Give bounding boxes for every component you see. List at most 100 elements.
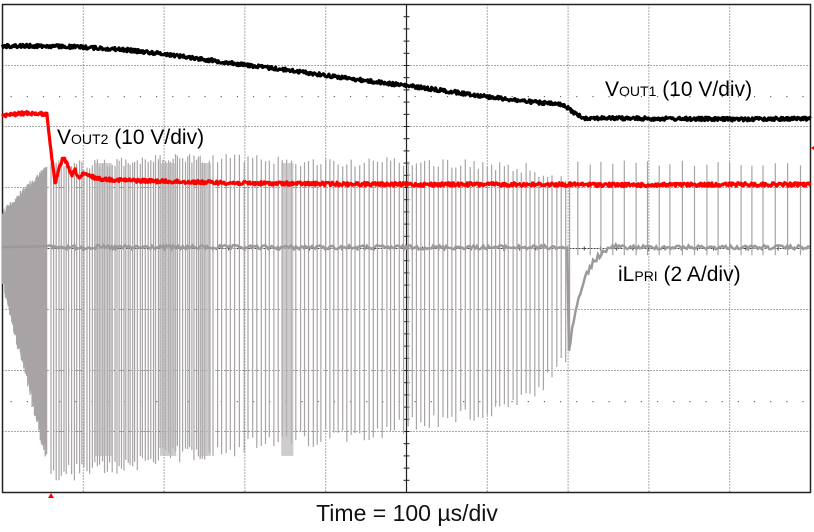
ilpri-trace xyxy=(1,154,810,481)
grid-dot xyxy=(366,96,368,98)
grid-dot xyxy=(770,401,772,403)
grid-dot xyxy=(511,401,513,403)
grid-dot xyxy=(382,401,384,403)
vout2-label-scale: (10 V/div) xyxy=(108,126,205,149)
grid-dot xyxy=(640,96,643,98)
grid-dot xyxy=(349,96,352,98)
grid-dot xyxy=(188,401,190,403)
grid-dot xyxy=(656,401,659,403)
oscilloscope-screen: VOUT1 (10 V/div) VOUT2 (10 V/div) iLPRI … xyxy=(0,3,814,498)
grid-dot xyxy=(123,96,125,98)
grid-dot xyxy=(721,401,723,403)
grid-dot xyxy=(398,96,400,98)
grid-dot xyxy=(139,96,142,98)
grid-dot xyxy=(802,96,804,98)
grid-dot xyxy=(705,96,707,98)
grid-dot xyxy=(543,96,546,98)
grid-dot xyxy=(608,96,610,98)
ilpri-label-main: iL xyxy=(618,263,635,286)
grid-dot xyxy=(26,401,28,403)
grid-dot xyxy=(317,96,319,98)
x-axis-label: Time = 100 µs/div xyxy=(316,500,498,526)
grid-dot xyxy=(624,401,626,403)
grid-dot xyxy=(673,401,675,403)
grid-dot xyxy=(349,401,352,403)
grid-dot xyxy=(479,401,481,403)
vout2-trace xyxy=(1,110,812,189)
grid-dot xyxy=(91,96,93,98)
grid-dot xyxy=(75,96,77,98)
grid-dot xyxy=(59,401,61,403)
grid-dot xyxy=(527,401,529,403)
grid-dot xyxy=(705,401,707,403)
grid-dot xyxy=(285,96,287,98)
trigger-level-marker xyxy=(811,146,814,150)
ilpri-label-sub: PRI xyxy=(634,268,658,284)
grid-dot xyxy=(59,96,61,98)
grid-dot xyxy=(107,96,109,98)
grid-dot xyxy=(592,96,594,98)
grid-dot xyxy=(236,401,239,403)
grid-dot xyxy=(737,401,739,403)
grid-dot xyxy=(802,401,804,403)
vout1-trace xyxy=(0,42,812,123)
grid-dot xyxy=(333,96,335,98)
vout2-label-main: V xyxy=(57,126,72,149)
grid-dot xyxy=(301,96,303,98)
ilpri-label: iLPRI (2 A/div) xyxy=(618,263,741,287)
grid-dot xyxy=(188,96,190,98)
grid-dot xyxy=(624,96,626,98)
grid-dot xyxy=(543,401,546,403)
grid-dot xyxy=(770,96,772,98)
grid-dot xyxy=(463,401,465,403)
grid-dot xyxy=(156,401,158,403)
grid-dot xyxy=(753,401,756,403)
grid-dot xyxy=(414,401,416,403)
grid-dot xyxy=(786,96,788,98)
grid-dot xyxy=(511,96,513,98)
vout1-label-scale: (10 V/div) xyxy=(656,78,753,101)
grid-dot xyxy=(269,96,271,98)
grid-dot xyxy=(172,96,174,98)
grid-dot xyxy=(656,96,659,98)
markers xyxy=(47,146,814,498)
grid-dot xyxy=(366,401,368,403)
trigger-position-marker xyxy=(47,493,54,498)
grid-dot xyxy=(220,96,222,98)
grid-dot xyxy=(204,96,206,98)
grid-dot xyxy=(753,96,756,98)
grid-dot xyxy=(430,401,432,403)
grid-dot xyxy=(414,96,416,98)
grid-dot xyxy=(560,96,562,98)
grid-dot xyxy=(26,96,28,98)
grid-dot xyxy=(10,401,12,403)
grid-dot xyxy=(689,96,691,98)
traces xyxy=(0,42,812,481)
vout2-label: VOUT2 (10 V/div) xyxy=(57,126,204,150)
grid-dot xyxy=(42,96,45,98)
grid-dot xyxy=(463,96,465,98)
grid-dot xyxy=(721,96,723,98)
grid-dot xyxy=(236,96,239,98)
waveform-plot xyxy=(0,3,814,498)
grid-dot xyxy=(430,96,432,98)
vout2-label-sub: OUT2 xyxy=(71,131,109,147)
grid-dot xyxy=(301,401,303,403)
grid-dot xyxy=(592,401,594,403)
grid-dot xyxy=(576,401,578,403)
grid-dot xyxy=(640,401,643,403)
grid-dot xyxy=(560,401,562,403)
grid-dot xyxy=(786,401,788,403)
grid-dot xyxy=(576,96,578,98)
grid-dot xyxy=(156,96,158,98)
grid-dot xyxy=(527,96,529,98)
grid-dot xyxy=(608,401,610,403)
grid-dot xyxy=(75,401,77,403)
vout1-label-sub: OUT1 xyxy=(619,83,657,99)
vout1-label: VOUT1 (10 V/div) xyxy=(605,78,752,102)
grid-dot xyxy=(10,96,12,98)
ilpri-label-scale: (2 A/div) xyxy=(657,263,741,286)
grid-dot xyxy=(673,96,675,98)
grid-dot xyxy=(689,401,691,403)
grid-dot xyxy=(382,96,384,98)
